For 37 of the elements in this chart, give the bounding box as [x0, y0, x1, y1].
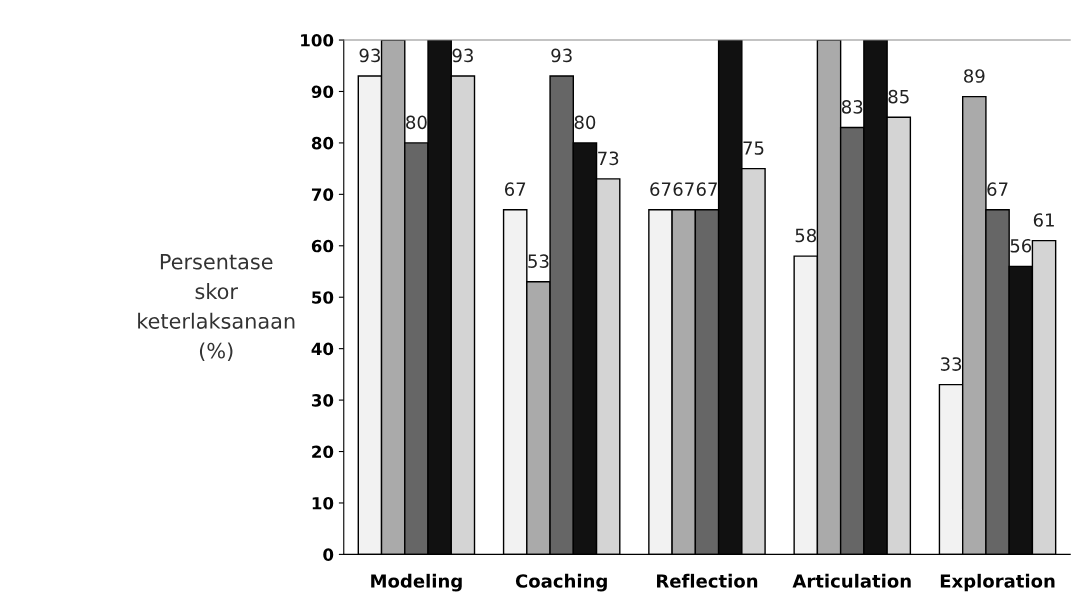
y-tick-label: 40: [311, 342, 334, 356]
x-tick-label: Modeling: [371, 573, 462, 592]
data-label: 93: [551, 48, 572, 63]
data-label: 53: [528, 254, 549, 268]
data-label: 75: [743, 141, 764, 155]
y-tick-label: 10: [312, 496, 334, 510]
y-tick-label: 20: [312, 445, 334, 459]
y-tick-label: 80: [311, 136, 334, 150]
y-tick-label: 70: [311, 188, 334, 201]
data-label: 67: [987, 182, 1008, 196]
data-label: 67: [650, 182, 671, 196]
y-tick-label: 30: [311, 394, 334, 407]
data-label: 83: [842, 100, 863, 114]
data-label: 67: [696, 182, 717, 196]
data-label: 80: [574, 115, 596, 130]
y-tick-label: 60: [311, 239, 334, 253]
y-tick-label: 0: [323, 548, 334, 561]
data-label: 58: [795, 228, 817, 243]
data-label: 56: [1010, 238, 1032, 253]
x-tick-label: Exploration: [940, 573, 1055, 592]
data-label: 67: [504, 182, 526, 196]
data-label: 89: [964, 69, 985, 83]
y-tick-label: 90: [311, 85, 334, 99]
data-label: 85: [888, 89, 909, 104]
x-tick-label: Articulation: [792, 573, 911, 588]
y-tick-label: 100: [301, 34, 334, 47]
x-tick-label: Reflection: [657, 573, 758, 588]
x-tick-label: Coaching: [515, 573, 607, 592]
y-tick-label: 50: [312, 291, 334, 304]
y-axis-title: Persentase skor keterlaksanaan (%): [138, 254, 295, 361]
data-label: 93: [452, 48, 473, 63]
data-label: 93: [359, 48, 380, 63]
data-label: 33: [940, 357, 962, 371]
data-label: 67: [673, 182, 694, 196]
data-label: 80: [406, 115, 427, 130]
data-label: 61: [1033, 213, 1054, 227]
data-label: 73: [598, 151, 619, 166]
